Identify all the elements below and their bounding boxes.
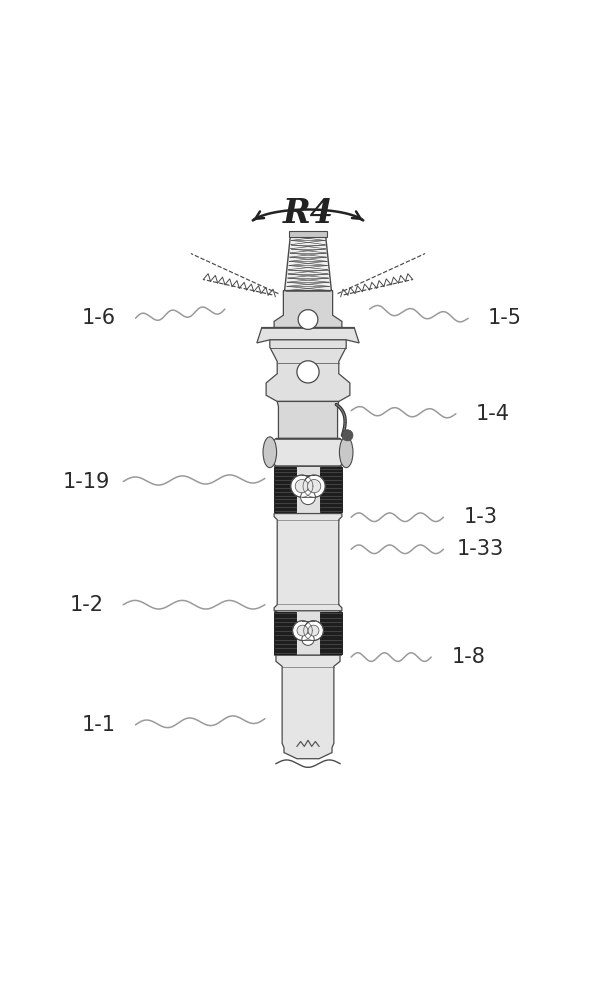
Text: 1-4: 1-4 [476,404,510,424]
Polygon shape [274,611,342,655]
Polygon shape [266,340,350,401]
Text: 1-3: 1-3 [463,507,498,527]
Circle shape [302,633,314,645]
Polygon shape [274,291,342,328]
Polygon shape [257,328,359,343]
Text: 1-2: 1-2 [69,595,103,615]
Circle shape [301,490,315,505]
Circle shape [297,625,308,636]
Bar [274,612,296,654]
Circle shape [307,479,321,493]
Polygon shape [276,655,340,759]
Polygon shape [274,514,342,611]
Circle shape [298,310,318,329]
Ellipse shape [339,437,353,468]
Polygon shape [270,438,346,466]
Circle shape [342,430,353,441]
Polygon shape [285,232,331,291]
Bar [274,467,296,512]
Text: R4: R4 [283,197,333,230]
Polygon shape [277,401,339,438]
Circle shape [304,621,323,640]
Text: 1-33: 1-33 [457,539,504,559]
Circle shape [308,625,319,636]
Circle shape [293,621,312,640]
Bar [320,612,342,654]
Polygon shape [274,466,342,514]
Bar [320,467,342,512]
Text: 1-5: 1-5 [488,308,522,328]
Circle shape [295,479,309,493]
Circle shape [297,361,319,383]
Text: 1-6: 1-6 [81,308,116,328]
Ellipse shape [263,437,277,468]
Text: 1-8: 1-8 [452,647,485,667]
Text: 1-1: 1-1 [81,715,116,735]
Circle shape [303,475,325,497]
Circle shape [291,475,313,497]
Bar [289,231,327,237]
Text: 1-19: 1-19 [63,472,110,492]
